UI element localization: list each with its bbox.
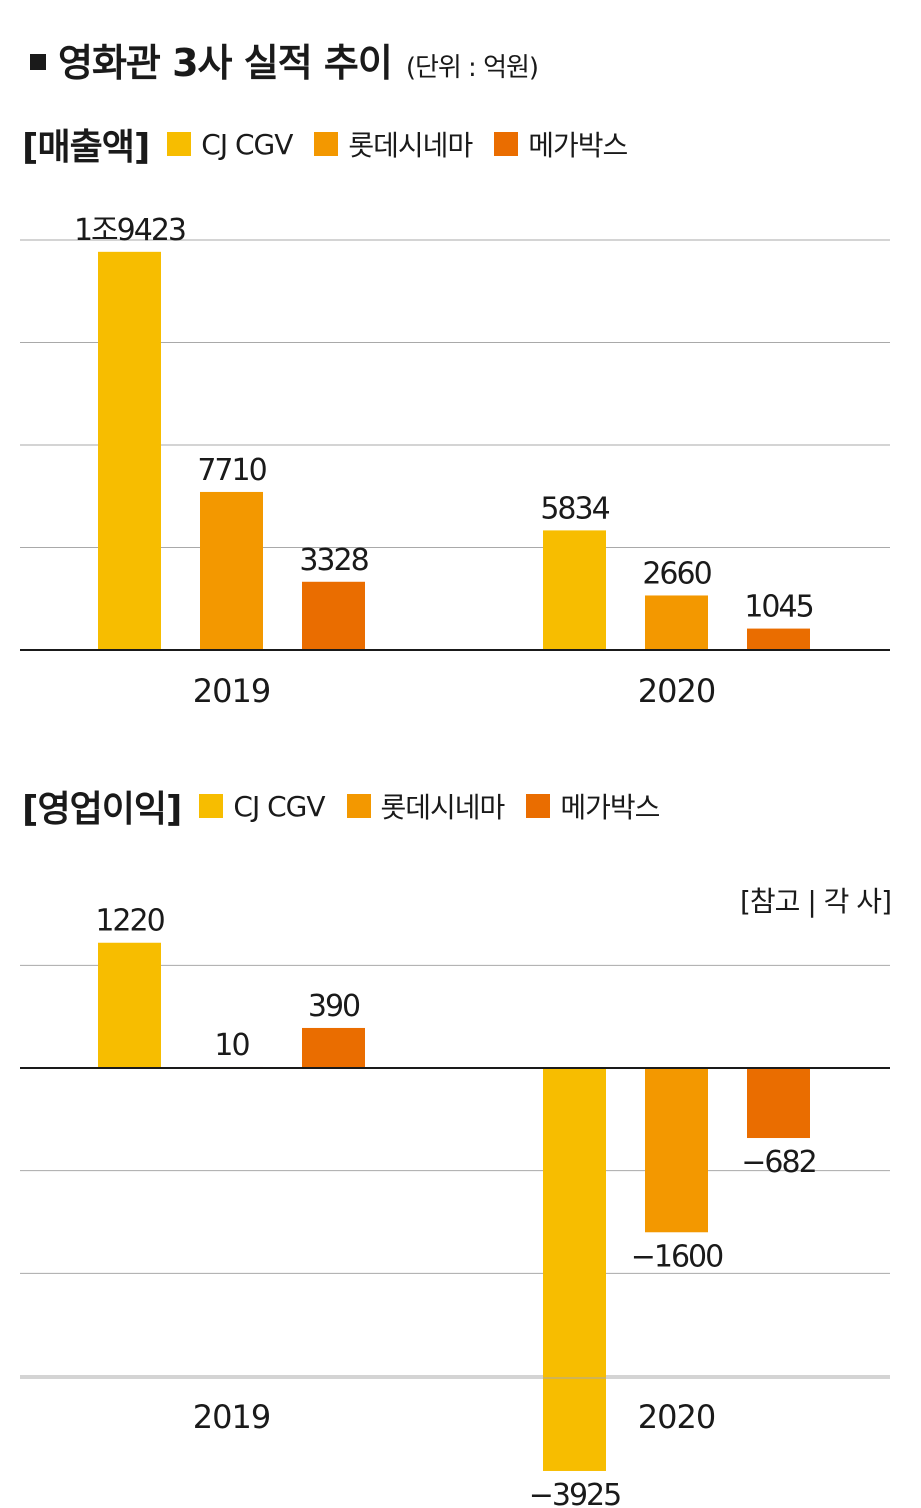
category-label: 2019 — [193, 1398, 270, 1436]
legend-label-cjcgv: CJ CGV — [233, 789, 325, 823]
bar — [302, 1027, 365, 1068]
legend-label-megabox: 메가박스 — [560, 791, 660, 824]
legend-megabox: 메가박스 — [494, 124, 628, 164]
legend-swatch-cjcgv — [167, 132, 192, 156]
category-label: 2020 — [638, 1398, 715, 1436]
title-text: 영화관 3사 실적 추이 — [58, 41, 393, 85]
data-label: −3925 — [529, 1478, 620, 1508]
legend-swatch-lotte — [346, 794, 371, 818]
data-label: 3328 — [299, 543, 368, 578]
data-label: 7710 — [197, 453, 266, 488]
source-note: [참고 | 각 사] — [739, 885, 892, 918]
bar — [645, 1068, 708, 1233]
bar — [302, 581, 365, 650]
legend-label-cjcgv: CJ CGV — [201, 127, 293, 161]
bar — [98, 251, 161, 651]
category-label: 2020 — [638, 672, 715, 710]
data-label: −682 — [741, 1145, 815, 1180]
legend-swatch-megabox — [494, 132, 519, 156]
legend-cjcgv: CJ CGV — [199, 789, 326, 823]
legend-cjcgv: CJ CGV — [167, 127, 293, 161]
legend-label-megabox: 메가박스 — [528, 129, 628, 162]
title-bullet-icon — [30, 54, 46, 70]
data-label: 2660 — [642, 556, 711, 591]
data-label: 1조9423 — [74, 213, 185, 248]
bar — [645, 595, 708, 650]
legend-swatch-megabox — [526, 794, 551, 818]
bar — [747, 1068, 810, 1139]
revenue-title: [매출액] — [22, 127, 150, 168]
data-label: 5834 — [540, 491, 609, 526]
unit-label: (단위 : 억원) — [405, 53, 539, 83]
data-label: 390 — [308, 989, 360, 1024]
data-label: 1220 — [95, 904, 164, 939]
bar — [543, 1068, 606, 1471]
page-title: 영화관 3사 실적 추이 (단위 : 억원) — [30, 32, 539, 87]
bar — [98, 942, 161, 1068]
bar — [200, 491, 263, 650]
profit-header: [영업이익] CJ CGV 롯데시네마 메가박스 — [22, 780, 681, 832]
legend-lotte: 롯데시네마 — [346, 786, 506, 826]
legend-megabox: 메가박스 — [526, 786, 660, 826]
category-label: 2019 — [193, 672, 270, 710]
profit-title: [영업이익] — [22, 789, 182, 830]
bar — [747, 628, 810, 650]
legend-lotte: 롯데시네마 — [314, 124, 473, 164]
revenue-header: [매출액] CJ CGV 롯데시네마 메가박스 — [22, 118, 649, 170]
legend-label-lotte: 롯데시네마 — [348, 129, 473, 162]
legend-swatch-cjcgv — [199, 794, 224, 818]
bar — [543, 530, 606, 650]
data-label: 1045 — [744, 590, 812, 625]
data-label: 10 — [214, 1028, 249, 1063]
legend-label-lotte: 롯데시네마 — [380, 791, 506, 824]
legend-swatch-lotte — [314, 132, 339, 156]
data-label: −1600 — [631, 1239, 723, 1274]
